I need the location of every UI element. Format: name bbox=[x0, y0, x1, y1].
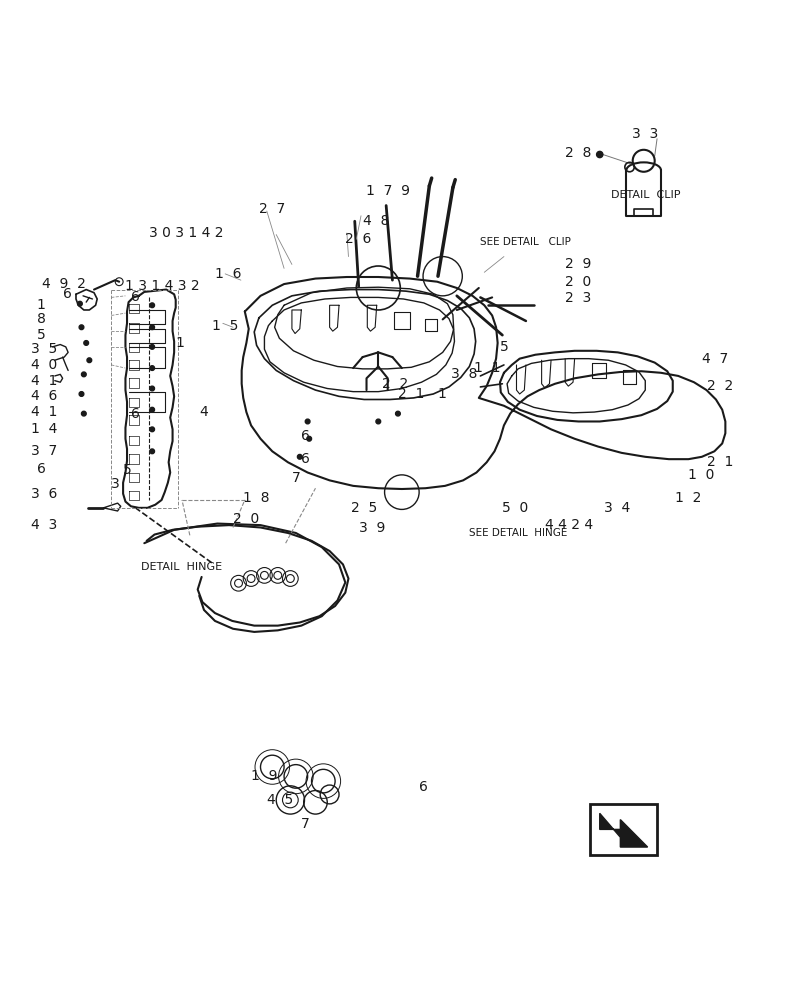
Text: 4  1: 4 1 bbox=[32, 374, 58, 388]
Text: 4  7: 4 7 bbox=[702, 352, 728, 366]
Text: DETAIL  CLIP: DETAIL CLIP bbox=[611, 190, 680, 200]
Text: 2  9: 2 9 bbox=[565, 257, 592, 271]
Text: 4  1: 4 1 bbox=[32, 405, 58, 419]
Text: 1  2: 1 2 bbox=[675, 491, 701, 505]
Text: 1: 1 bbox=[176, 336, 184, 350]
Circle shape bbox=[150, 345, 154, 349]
Text: 2  7: 2 7 bbox=[259, 202, 285, 216]
Circle shape bbox=[77, 301, 82, 306]
Text: 5: 5 bbox=[123, 463, 132, 477]
Text: 1  1: 1 1 bbox=[474, 361, 500, 375]
Circle shape bbox=[150, 303, 154, 308]
Circle shape bbox=[597, 151, 603, 158]
Text: 1: 1 bbox=[37, 298, 46, 312]
Text: 1  8: 1 8 bbox=[243, 491, 269, 505]
Text: 2  0: 2 0 bbox=[233, 512, 259, 526]
Circle shape bbox=[297, 454, 302, 459]
Text: 2  5: 2 5 bbox=[351, 501, 377, 515]
Text: 6: 6 bbox=[37, 462, 46, 476]
Circle shape bbox=[81, 372, 86, 377]
Text: 2  1: 2 1 bbox=[707, 455, 733, 469]
Text: 1: 1 bbox=[437, 387, 446, 401]
Circle shape bbox=[150, 449, 154, 454]
Text: 3  9: 3 9 bbox=[359, 521, 385, 535]
Text: 1  6: 1 6 bbox=[215, 267, 241, 281]
Text: 6: 6 bbox=[301, 429, 310, 443]
Text: 2  6: 2 6 bbox=[345, 232, 372, 246]
Circle shape bbox=[87, 358, 91, 363]
Circle shape bbox=[79, 392, 84, 396]
Text: 2  1: 2 1 bbox=[398, 387, 424, 401]
Text: 3  7: 3 7 bbox=[32, 444, 58, 458]
Text: 3 0 3 1 4 2: 3 0 3 1 4 2 bbox=[149, 226, 224, 240]
Circle shape bbox=[396, 411, 400, 416]
Circle shape bbox=[150, 407, 154, 412]
Text: 4  9  2: 4 9 2 bbox=[43, 277, 86, 291]
Text: 8: 8 bbox=[37, 312, 46, 326]
Text: 2  0: 2 0 bbox=[565, 275, 592, 289]
Text: 2  2: 2 2 bbox=[707, 379, 733, 393]
Text: 1  0: 1 0 bbox=[689, 468, 715, 482]
Text: DETAIL  HINGE: DETAIL HINGE bbox=[141, 562, 222, 572]
Text: 1  9: 1 9 bbox=[251, 769, 277, 783]
Text: 3  6: 3 6 bbox=[32, 487, 58, 501]
Text: 5: 5 bbox=[37, 328, 46, 342]
Text: 6: 6 bbox=[131, 290, 139, 304]
Text: 1  5: 1 5 bbox=[212, 319, 238, 333]
Circle shape bbox=[81, 411, 86, 416]
Circle shape bbox=[150, 427, 154, 432]
Text: 2  8: 2 8 bbox=[565, 146, 592, 160]
Text: 7: 7 bbox=[301, 817, 310, 831]
Circle shape bbox=[376, 419, 381, 424]
Text: 2  3: 2 3 bbox=[565, 291, 592, 305]
Text: 3  5: 3 5 bbox=[32, 342, 58, 356]
Text: 3  8: 3 8 bbox=[451, 367, 477, 381]
Circle shape bbox=[150, 366, 154, 370]
Text: 4  3: 4 3 bbox=[32, 518, 58, 532]
Circle shape bbox=[150, 325, 154, 330]
Text: SEE DETAIL   CLIP: SEE DETAIL CLIP bbox=[481, 237, 571, 247]
Text: 3  4: 3 4 bbox=[604, 501, 630, 515]
Circle shape bbox=[307, 436, 311, 441]
Circle shape bbox=[150, 386, 154, 391]
Text: SEE DETAIL  HINGE: SEE DETAIL HINGE bbox=[469, 528, 567, 538]
Text: 3  3: 3 3 bbox=[632, 127, 659, 141]
Polygon shape bbox=[600, 813, 648, 847]
Text: 5: 5 bbox=[500, 340, 509, 354]
Text: 4 4 2 4: 4 4 2 4 bbox=[545, 518, 593, 532]
Text: 1  7  9: 1 7 9 bbox=[366, 184, 410, 198]
Text: 7: 7 bbox=[292, 471, 301, 485]
Text: 6: 6 bbox=[131, 407, 139, 421]
Text: 4  5: 4 5 bbox=[267, 793, 293, 807]
Text: 1 3 1 4 3 2: 1 3 1 4 3 2 bbox=[125, 279, 200, 293]
Text: 6: 6 bbox=[62, 287, 72, 301]
Text: 6: 6 bbox=[301, 452, 310, 466]
Circle shape bbox=[305, 419, 310, 424]
Text: 4  6: 4 6 bbox=[32, 389, 58, 403]
Text: 6: 6 bbox=[419, 780, 428, 794]
Circle shape bbox=[84, 341, 88, 345]
Circle shape bbox=[79, 325, 84, 330]
Text: 1  4: 1 4 bbox=[32, 422, 58, 436]
Text: 4: 4 bbox=[199, 405, 208, 419]
Text: 5  0: 5 0 bbox=[503, 501, 529, 515]
Text: 4  0: 4 0 bbox=[32, 358, 58, 372]
Text: 4  8: 4 8 bbox=[362, 214, 389, 228]
Text: 2  2: 2 2 bbox=[382, 377, 408, 391]
Bar bbox=[590, 804, 657, 855]
Text: 3: 3 bbox=[111, 477, 120, 491]
